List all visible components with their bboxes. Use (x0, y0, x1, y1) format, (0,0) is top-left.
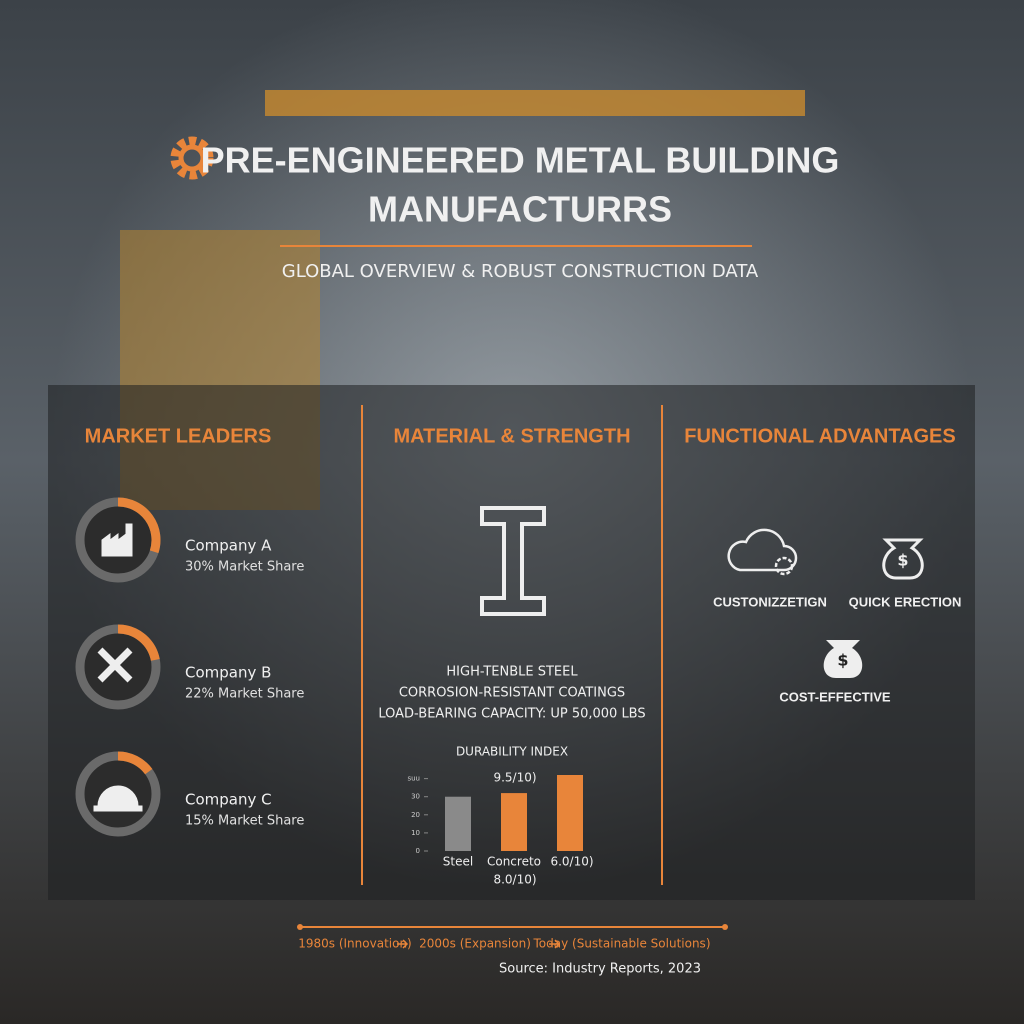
title: PRE-ENGINEERED METAL BUILDING (201, 140, 840, 181)
timeline-dot (722, 924, 728, 930)
source: Source: Industry Reports, 2023 (499, 962, 701, 977)
value-annotation: 6.0/10) (550, 855, 593, 869)
advantage-label: QUICK ERECTION (849, 594, 962, 609)
y-tick-label: 0 (416, 847, 420, 855)
bar (445, 796, 471, 851)
svg-text:$: $ (837, 651, 848, 670)
svg-text:$: $ (897, 551, 908, 570)
bar (501, 793, 527, 851)
company-name: Company A (185, 537, 272, 555)
chart-title: DURABILITY INDEX (456, 745, 568, 759)
company-share: 22% Market Share (185, 687, 304, 702)
company-icon (101, 523, 133, 557)
section-heading: FUNCTIONAL ADVANTAGES (684, 425, 955, 447)
donut-arc (117, 751, 153, 775)
company-share: 15% Market Share (185, 814, 304, 829)
company-share: 30% Market Share (185, 560, 304, 575)
bullet: HIGH-TENBLE STEEL (446, 665, 578, 680)
gear-icon (170, 136, 214, 180)
company-name: Company B (185, 664, 271, 682)
y-tick-label: 10 (411, 829, 420, 837)
section-heading: MATERIAL & STRENGTH (393, 425, 630, 447)
cloud-gear-icon (727, 528, 798, 576)
money-bag-icon: $ (882, 538, 924, 580)
timeline-label: Today (Sustainable Solutions) (533, 937, 711, 951)
x-tick-label: Steel (443, 855, 473, 869)
value-annotation: 9.5/10) (493, 771, 536, 785)
bullet: LOAD-BEARING CAPACITY: UP 50,000 LBS (378, 707, 645, 722)
timeline-label: 1980s (Innovation) (298, 937, 412, 951)
y-tick-label: suu (407, 775, 420, 783)
timeline-arrow (549, 939, 561, 949)
bar (557, 775, 583, 851)
y-tick-label: 20 (411, 811, 420, 819)
timeline-arrow (397, 939, 409, 949)
company-icon (93, 785, 143, 812)
i-beam-icon (480, 506, 546, 616)
company-name: Company C (185, 791, 272, 809)
donut-arc (117, 497, 161, 554)
timeline-dot (297, 924, 303, 930)
donut-arc (117, 624, 160, 661)
crane-beam (265, 90, 805, 116)
bullet: CORROSION-RESISTANT COATINGS (399, 686, 625, 701)
advantage-label: COST-EFFECTIVE (779, 689, 891, 704)
advantage-label: CUSTONIZZETIGN (713, 594, 827, 609)
title: MANUFACTURRS (368, 189, 672, 230)
timeline-label: 2000s (Expansion) (419, 937, 531, 951)
section-heading: MARKET LEADERS (85, 425, 272, 447)
y-tick-label: 30 (411, 793, 420, 801)
x-tick-label: Concreto (487, 855, 541, 869)
money-bag-icon: $ (823, 640, 863, 678)
subtitle: GLOBAL OVERVIEW & ROBUST CONSTRUCTION DA… (282, 261, 759, 282)
company-icon (97, 647, 133, 683)
value-annotation: 8.0/10) (493, 873, 536, 887)
